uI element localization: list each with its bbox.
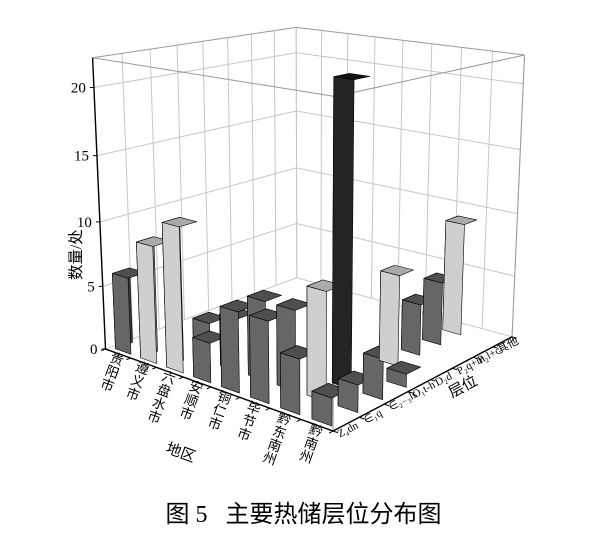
svg-text:黔东南州: 黔东南州 (261, 410, 293, 468)
svg-text:∈₁q: ∈₁q (362, 407, 385, 427)
svg-text:铜仁市: 铜仁市 (206, 388, 233, 433)
svg-text:其他: 其他 (495, 334, 521, 356)
svg-text:5: 5 (87, 279, 95, 295)
svg-text:20: 20 (71, 81, 86, 97)
svg-text:遵义市: 遵义市 (124, 358, 152, 404)
svg-text:地区: 地区 (164, 440, 198, 466)
svg-text:O₁t-h: O₁t-h (411, 379, 438, 401)
svg-text:安顺市: 安顺市 (178, 378, 205, 423)
svg-text:15: 15 (74, 149, 89, 165)
svg-text:黔南州: 黔南州 (297, 421, 324, 466)
svg-text:六盘水市: 六盘水市 (145, 368, 178, 426)
svg-text:贵阳市: 贵阳市 (99, 350, 126, 395)
svg-text:0: 0 (90, 342, 98, 358)
svg-text:毕节市: 毕节市 (235, 399, 262, 444)
svg-text:Z₄dn: Z₄dn (336, 419, 361, 440)
